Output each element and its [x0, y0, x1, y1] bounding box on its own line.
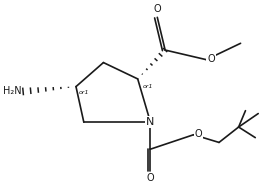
Text: or1: or1	[79, 89, 90, 95]
Text: or1: or1	[143, 84, 153, 89]
Text: O: O	[207, 54, 215, 64]
Text: O: O	[154, 4, 161, 14]
Text: N: N	[146, 117, 155, 127]
Text: H₂N: H₂N	[3, 86, 22, 96]
Text: O: O	[195, 129, 202, 139]
Text: O: O	[147, 173, 154, 183]
